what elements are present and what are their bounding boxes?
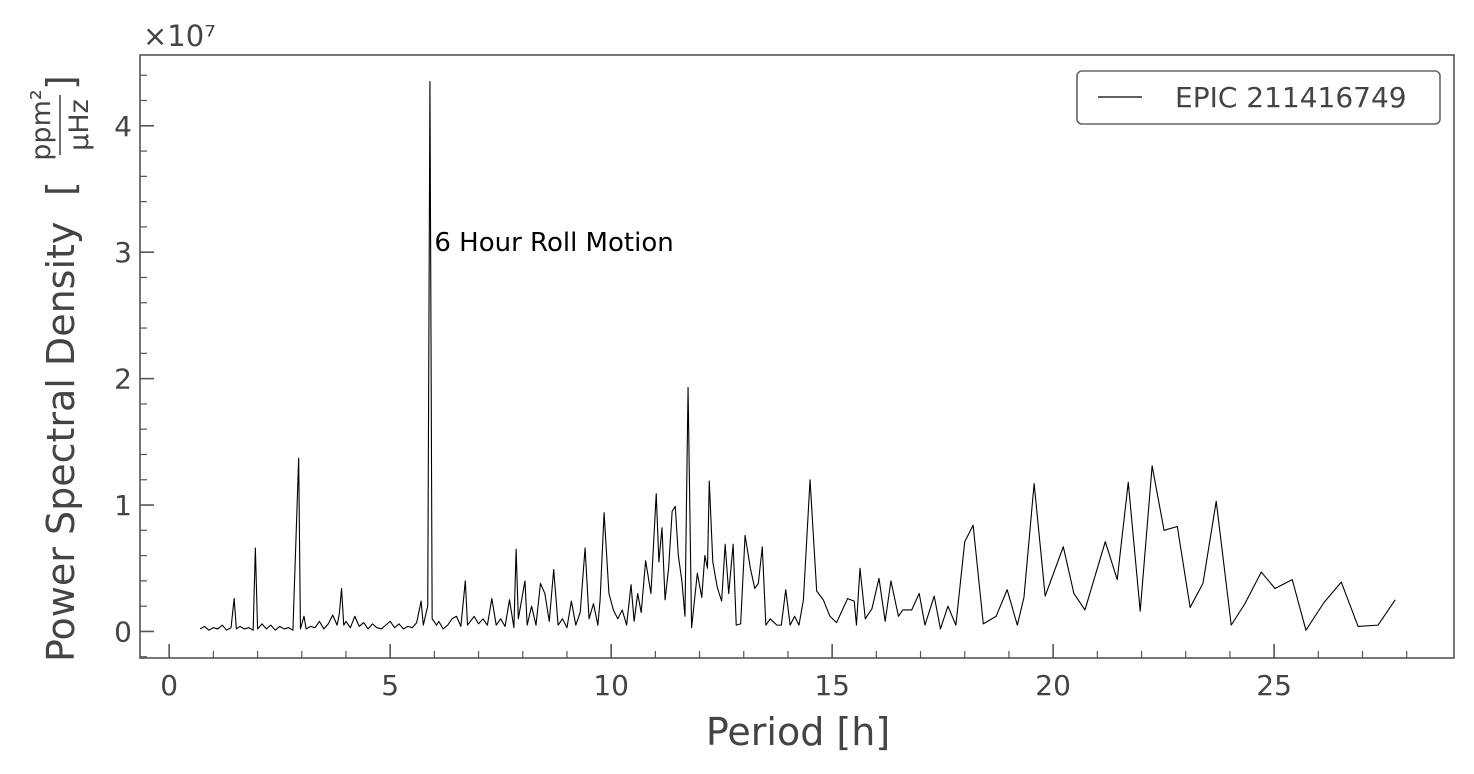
- y-axis-unit-open: [: [39, 181, 83, 196]
- annotation: 6 Hour Roll Motion: [434, 228, 673, 258]
- x-tick-label: 15: [814, 669, 850, 702]
- y-axis-unit-close: ]: [39, 75, 83, 90]
- y-tick-label: 0: [114, 615, 132, 648]
- legend-box: [1076, 70, 1441, 125]
- y-axis-unit-denominator: μHz: [64, 99, 95, 151]
- x-tick-label: 10: [593, 669, 629, 702]
- y-tick-label: 2: [114, 363, 132, 396]
- plot-frame: [139, 54, 1455, 659]
- y-axis-label: Power Spectral Density: [39, 222, 83, 662]
- x-tick-label: 0: [160, 669, 178, 702]
- x-tick-label: 25: [1256, 669, 1292, 702]
- y-tick-label: 3: [114, 236, 132, 269]
- y-axis-unit-numerator: ppm²: [26, 89, 57, 160]
- legend: EPIC 211416749: [1076, 70, 1441, 125]
- y-axis-label-group: Power Spectral Density [ ppm² μHz ]: [26, 75, 95, 662]
- y-offset-text: ×10⁷: [143, 19, 216, 53]
- x-axis-label: Period [h]: [706, 710, 890, 754]
- x-tick-label: 5: [381, 669, 399, 702]
- data-line: [199, 81, 1396, 631]
- legend-label: EPIC 211416749: [1175, 81, 1407, 114]
- x-tick-label: 20: [1035, 669, 1071, 702]
- y-tick-label: 1: [114, 489, 132, 522]
- y-tick-label: 4: [114, 110, 132, 143]
